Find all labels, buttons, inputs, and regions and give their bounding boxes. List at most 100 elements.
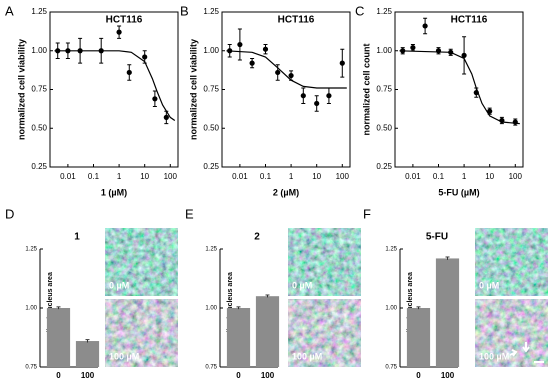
y-tick-label: 1.25 (376, 7, 392, 16)
y-axis-label: normalized cell count (361, 43, 371, 135)
data-point (410, 45, 416, 51)
data-point (326, 93, 332, 99)
y-tick-label: 1.00 (25, 306, 37, 312)
data-point (77, 48, 83, 54)
y-tick-label: 1.00 (203, 46, 219, 55)
x-tick-label: 100 (164, 172, 178, 181)
error-bar (445, 256, 450, 260)
fit-curve (54, 50, 176, 121)
panel-label: B (180, 3, 189, 18)
panel-label: C (355, 3, 364, 18)
data-point (400, 48, 406, 54)
chart-title: HCT116 (278, 15, 315, 26)
chart-title: HCT116 (106, 15, 143, 26)
data-point (487, 108, 493, 114)
y-tick-label: 1.00 (31, 46, 47, 55)
data-point (288, 72, 294, 79)
micrograph (105, 299, 178, 367)
data-point (98, 48, 104, 54)
data-point (262, 46, 269, 52)
error-bar (85, 339, 90, 343)
x-tick-label: 0.01 (60, 172, 76, 181)
data-point (512, 119, 518, 125)
data-point (422, 23, 428, 29)
x-tick-label: 1 (289, 172, 294, 181)
data-point (116, 29, 122, 35)
data-point (65, 48, 71, 54)
x-tick-label: 1 (117, 172, 122, 181)
y-tick-label: 0.75 (203, 85, 219, 94)
panel-label: A (5, 3, 14, 18)
micrograph (288, 228, 361, 296)
bar (255, 296, 280, 367)
y-tick-label: 1.25 (31, 7, 47, 16)
x-axis-label: 5-FU (µM) (438, 187, 479, 197)
x-tick-label: 100 (509, 172, 523, 181)
image-label: 0 µM (292, 280, 312, 290)
panel-label: F (363, 206, 371, 221)
plot-frame (221, 11, 351, 168)
x-tick-label: 0.1 (88, 172, 100, 181)
y-tick-label: 0.25 (376, 162, 392, 171)
x-tick-label: 100 (261, 371, 275, 379)
x-tick-label: 0.1 (433, 172, 445, 181)
y-tick-label: 1.25 (25, 247, 37, 253)
data-point (461, 52, 467, 59)
panel-label: D (5, 206, 14, 221)
error-bar (416, 306, 421, 310)
image-label: 100 µM (109, 351, 139, 361)
micrograph (288, 299, 361, 367)
data-point (126, 69, 132, 76)
data-point (473, 90, 479, 96)
bar (226, 308, 251, 367)
data-point (300, 93, 306, 99)
x-tick-label: 0.1 (260, 172, 272, 181)
x-tick-label: 100 (441, 371, 455, 379)
data-point (249, 60, 255, 66)
y-tick-label: 1.00 (205, 306, 217, 312)
y-tick-label: 0.50 (203, 123, 219, 132)
data-point (163, 114, 169, 120)
data-point (237, 41, 243, 48)
data-point (275, 69, 281, 76)
y-tick-label: 1.25 (205, 247, 217, 253)
error-bar (236, 306, 241, 310)
data-point (448, 49, 454, 55)
image-label: 100 µM (479, 351, 509, 361)
data-point (339, 60, 345, 66)
plot-frame (394, 11, 524, 168)
panel-label: E (185, 206, 194, 221)
data-point (152, 96, 158, 102)
data-point (55, 48, 61, 54)
x-tick-label: 100 (81, 371, 95, 379)
bar (435, 258, 460, 367)
x-tick-label: 0 (416, 371, 421, 379)
y-tick-label: 0.25 (31, 162, 47, 171)
x-tick-label: 100 (336, 172, 350, 181)
y-tick-label: 0.50 (376, 123, 392, 132)
fit-curve (399, 50, 520, 125)
x-axis-label: 2 (µM) (273, 187, 299, 197)
arrow (509, 349, 518, 357)
chart-title: 5-FU (426, 232, 448, 243)
data-point (142, 54, 148, 60)
plot-frame (49, 11, 179, 168)
fit-curve (226, 50, 347, 89)
bar (75, 341, 100, 367)
error-bar (56, 306, 61, 310)
micrograph (475, 228, 548, 296)
y-tick-label: 0.75 (205, 365, 217, 371)
y-tick-label: 0.50 (31, 123, 47, 132)
bar (406, 308, 431, 367)
x-tick-label: 0 (56, 371, 61, 379)
chart-title: 2 (254, 232, 260, 243)
micrograph (475, 299, 548, 367)
x-tick-label: 10 (140, 172, 149, 181)
data-point (314, 100, 320, 107)
y-tick-label: 1.00 (376, 46, 392, 55)
y-axis-label: normalized cell viability (188, 39, 198, 140)
y-tick-label: 0.25 (203, 162, 219, 171)
y-tick-label: 1.00 (385, 306, 397, 312)
y-tick-label: 1.25 (385, 247, 397, 253)
